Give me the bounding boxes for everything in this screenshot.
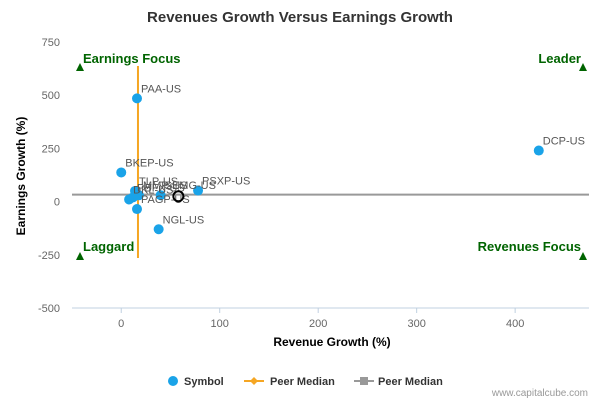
legend-item-symbol[interactable]: Symbol <box>168 376 224 388</box>
data-point-paa-us[interactable] <box>131 93 142 104</box>
x-tick-label: 0 <box>118 318 124 330</box>
legend-peer-median-y-marker <box>360 377 368 385</box>
legend-symbol-marker <box>168 376 178 386</box>
y-tick-label: 500 <box>42 90 60 102</box>
legend-peer-median-x-marker <box>250 377 258 385</box>
data-label-pagp-us: PAGP-US <box>141 194 190 206</box>
data-point-ngl-us[interactable] <box>153 224 164 235</box>
data-point-dkl-us[interactable] <box>124 194 135 205</box>
quadrant-label-bottom-left: Laggard <box>83 239 134 254</box>
quadrant-marker-bottom-left <box>76 252 84 260</box>
chart-title: Revenues Growth Versus Earnings Growth <box>147 9 453 26</box>
y-axis-ticks: -500 -250 0 250 500 750 <box>38 37 60 315</box>
highlighted-company-marker[interactable] <box>172 190 185 203</box>
data-point-dcp-us[interactable] <box>533 145 544 156</box>
x-tick-label: 200 <box>309 318 327 330</box>
x-tick-label: 400 <box>506 318 524 330</box>
x-tick-label: 300 <box>407 318 425 330</box>
x-axis-title: Revenue Growth (%) <box>273 335 390 349</box>
legend-peer-median-x-label: Peer Median <box>270 376 335 388</box>
data-point-pagp-us[interactable] <box>131 204 142 215</box>
data-points: PAA-US DCP-US BKEP-US PSXP-US TLP-USMMP-USSE… <box>116 83 585 235</box>
y-tick-label: -500 <box>38 303 60 315</box>
data-label-mmp-us: MMP-US <box>143 180 188 192</box>
data-point-semg-us[interactable] <box>155 190 166 201</box>
quadrant-label-top-right: Leader <box>538 51 581 66</box>
quadrant-marker-top-right <box>579 63 587 71</box>
quadrant-labels: Earnings Focus Leader Laggard Revenues Focu… <box>76 51 587 260</box>
data-label-pbfx-us: PBFX-US <box>137 182 185 194</box>
quadrant-marker-bottom-right <box>579 252 587 260</box>
data-label-dkl-us: DKL-US <box>133 184 173 196</box>
data-point-bkep-us[interactable] <box>116 167 127 178</box>
legend-peer-median-y-label: Peer Median <box>378 376 443 388</box>
x-tick-label: 100 <box>211 318 229 330</box>
data-label-semg-us: SEMG-US <box>165 180 216 192</box>
quadrant-label-bottom-right: Revenues Focus <box>478 239 581 254</box>
legend-item-peer-median-x[interactable]: Peer Median <box>244 376 335 388</box>
legend-symbol-label: Symbol <box>184 376 224 388</box>
quadrant-label-top-left: Earnings Focus <box>83 51 181 66</box>
data-label-ngl-us: NGL-US <box>163 214 205 226</box>
credit-text[interactable]: www.capitalcube.com <box>491 388 588 399</box>
y-tick-label: 250 <box>42 143 60 155</box>
y-tick-label: -250 <box>38 250 60 262</box>
data-point-psxp-us[interactable] <box>193 185 204 196</box>
legend: Symbol Peer Median Peer Median <box>168 376 443 388</box>
data-label-bkep-us: BKEP-US <box>125 157 173 169</box>
legend-item-peer-median-y[interactable]: Peer Median <box>354 376 443 388</box>
y-axis-title: Earnings Growth (%) <box>14 117 28 236</box>
quadrant-marker-top-left <box>76 63 84 71</box>
y-tick-label: 750 <box>42 37 60 49</box>
y-tick-label: 0 <box>54 197 60 209</box>
x-axis-ticks: 0 100 200 300 400 <box>118 308 524 330</box>
data-label-paa-us: PAA-US <box>141 83 181 95</box>
data-label-psxp-us: PSXP-US <box>202 176 250 188</box>
data-label-dcp-us: DCP-US <box>543 136 585 148</box>
data-label-tlp-us: TLP-US <box>139 176 178 188</box>
